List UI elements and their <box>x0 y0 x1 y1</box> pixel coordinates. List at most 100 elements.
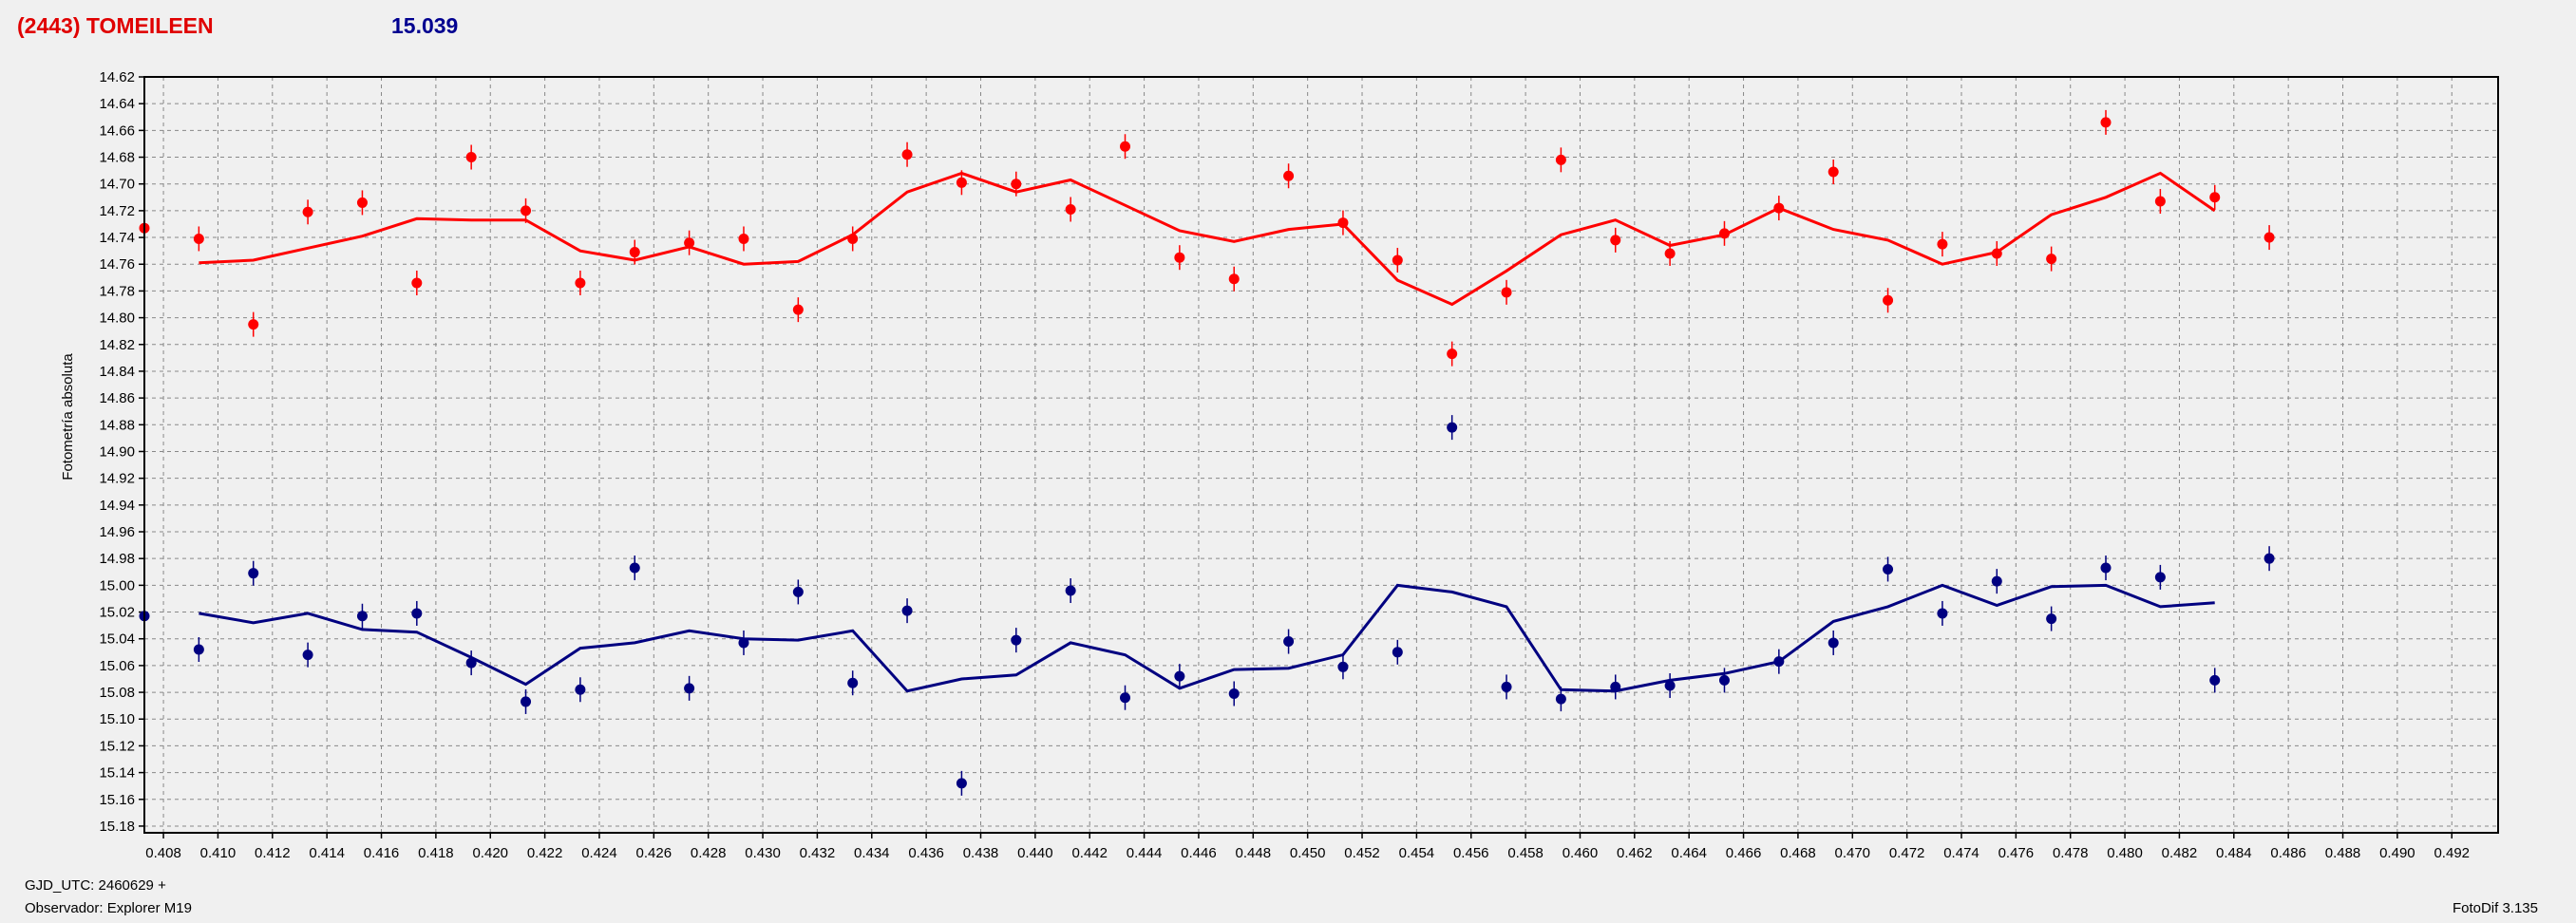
y-axis-ticks: 14.62 14.64 14.66 14.68 14.70 14.72 14.74 14.76… <box>99 69 144 835</box>
object-title: (2443) TOMEILEEN <box>17 13 214 38</box>
data-point-blue <box>248 560 259 586</box>
x-tick-label: 0.452 <box>1344 845 1380 861</box>
point-marker <box>1392 647 1403 658</box>
x-tick-label: 0.430 <box>745 845 781 861</box>
y-tick-label: 14.98 <box>99 551 135 567</box>
data-point-red <box>901 141 913 167</box>
y-tick-label: 14.78 <box>99 283 135 299</box>
data-point-blue <box>1228 681 1240 706</box>
data-point-blue <box>2263 546 2275 572</box>
y-tick-label: 14.72 <box>99 203 135 219</box>
y-tick-label: 14.66 <box>99 122 135 139</box>
point-marker <box>792 586 804 597</box>
y-tick-label: 14.86 <box>99 390 135 406</box>
data-point-blue <box>575 677 586 703</box>
data-point-red <box>248 311 259 337</box>
gjd-label: GJD_UTC: 2460629 + <box>25 877 166 894</box>
x-tick-label: 0.462 <box>1617 845 1653 861</box>
data-point-blue <box>956 770 967 796</box>
x-tick-label: 0.470 <box>1834 845 1870 861</box>
data-point-red <box>2154 189 2166 215</box>
data-point-red <box>2046 246 2057 272</box>
point-marker <box>847 233 859 244</box>
point-marker <box>1228 273 1240 285</box>
point-marker <box>2046 254 2057 265</box>
data-point-red <box>1065 197 1076 222</box>
data-point-red <box>1664 240 1676 266</box>
point-marker <box>2209 192 2221 203</box>
data-point-blue <box>1011 628 1022 653</box>
x-tick-label: 0.446 <box>1181 845 1217 861</box>
x-tick-label: 0.420 <box>472 845 508 861</box>
point-marker <box>684 237 695 249</box>
x-tick-label: 0.414 <box>309 845 345 861</box>
x-tick-label: 0.422 <box>527 845 563 861</box>
data-point-blue <box>1065 577 1076 603</box>
y-tick-label: 14.64 <box>99 96 135 112</box>
x-tick-label: 0.466 <box>1726 845 1762 861</box>
point-marker <box>1392 254 1403 266</box>
x-tick-label: 0.486 <box>2270 845 2306 861</box>
data-point-red <box>1283 163 1295 189</box>
point-marker <box>411 277 423 289</box>
data-point-blue <box>1392 639 1403 665</box>
point-marker <box>1664 680 1676 691</box>
point-marker <box>1773 202 1785 214</box>
data-point-red <box>847 226 859 252</box>
data-point-blue <box>1991 569 2002 594</box>
data-point-red <box>1991 240 2002 266</box>
point-marker <box>2263 553 2275 564</box>
x-tick-label: 0.464 <box>1671 845 1707 861</box>
y-tick-label: 14.76 <box>99 256 135 273</box>
x-tick-label: 0.476 <box>1998 845 2035 861</box>
y-tick-label: 14.70 <box>99 177 135 193</box>
point-marker <box>1174 670 1185 682</box>
data-point-red <box>1447 341 1458 367</box>
point-marker <box>521 205 532 217</box>
data-point-red <box>1392 248 1403 273</box>
x-tick-label: 0.458 <box>1507 845 1544 861</box>
point-marker <box>1828 637 1839 649</box>
point-marker <box>2154 572 2166 583</box>
data-point-blue <box>684 675 695 701</box>
x-tick-label: 0.456 <box>1453 845 1489 861</box>
point-marker <box>901 605 913 616</box>
data-point-red <box>1501 279 1512 305</box>
x-tick-label: 0.418 <box>418 845 454 861</box>
data-point-blue <box>1773 649 1785 674</box>
point-marker <box>193 233 204 244</box>
data-point-blue <box>193 636 204 662</box>
data-point-red <box>193 226 204 252</box>
x-tick-label: 0.438 <box>963 845 999 861</box>
data-point-red <box>792 297 804 323</box>
point-marker <box>1283 636 1295 648</box>
y-axis-label: Fotometría absoluta <box>60 353 76 480</box>
x-tick-label: 0.488 <box>2325 845 2361 861</box>
x-tick-label: 0.434 <box>854 845 890 861</box>
point-marker <box>1011 634 1022 646</box>
point-marker <box>1228 688 1240 699</box>
point-marker <box>1718 674 1730 686</box>
trend-lines <box>199 171 2216 693</box>
y-tick-label: 14.96 <box>99 524 135 540</box>
point-marker <box>956 778 967 789</box>
point-marker <box>847 677 859 688</box>
y-tick-label: 15.16 <box>99 792 135 808</box>
x-tick-label: 0.454 <box>1399 845 1435 861</box>
point-marker <box>575 684 586 695</box>
point-marker <box>1501 287 1512 298</box>
data-point-blue <box>1937 600 1948 626</box>
data-point-red <box>2209 184 2221 210</box>
y-tick-label: 14.62 <box>99 69 135 85</box>
point-marker <box>1065 203 1076 215</box>
data-point-blue <box>2154 564 2166 590</box>
y-tick-label: 15.08 <box>99 685 135 701</box>
data-point-blue <box>1283 629 1295 654</box>
data-point-red <box>1773 196 1785 221</box>
data-point-red <box>1337 210 1349 235</box>
point-marker <box>1664 248 1676 259</box>
x-tick-label: 0.484 <box>2216 845 2252 861</box>
y-tick-label: 15.02 <box>99 605 135 621</box>
y-tick-label: 15.06 <box>99 658 135 674</box>
data-point-red <box>1228 266 1240 292</box>
